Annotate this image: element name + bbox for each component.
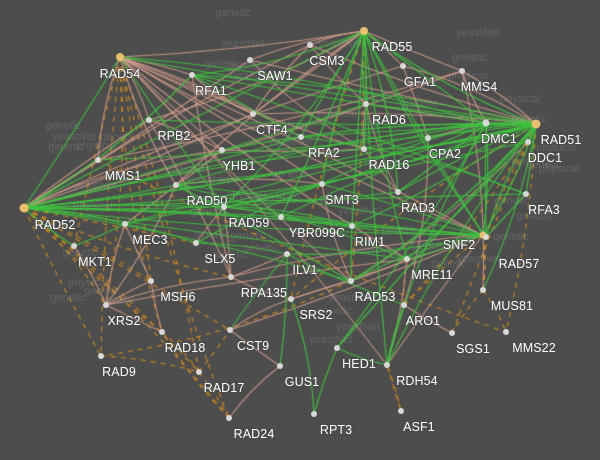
network-node-gus1[interactable] (277, 363, 283, 369)
network-node-rad54[interactable] (116, 53, 124, 61)
network-node-rfa3[interactable] (523, 191, 529, 197)
network-node-saw1[interactable] (247, 57, 253, 63)
network-node-gfa1[interactable] (400, 63, 406, 69)
network-node-rpb2[interactable] (146, 117, 152, 123)
network-node-cst9[interactable] (227, 327, 233, 333)
network-node-mus81[interactable] (480, 287, 486, 293)
network-node-ilv1[interactable] (284, 251, 290, 257)
network-node-rad55[interactable] (360, 27, 368, 35)
network-node-rpt3[interactable] (311, 411, 317, 417)
network-node-ctf4[interactable] (250, 111, 256, 117)
network-node-ddc1[interactable] (525, 139, 531, 145)
network-node-rad50[interactable] (173, 182, 179, 188)
network-node-ybr099c[interactable] (278, 214, 284, 220)
network-node-rad3[interactable] (395, 189, 401, 195)
network-node-rad24[interactable] (226, 415, 232, 421)
network-node-rdh54[interactable] (384, 362, 390, 368)
network-node-rfa2[interactable] (298, 134, 304, 140)
network-node-aro1[interactable] (401, 302, 407, 308)
network-node-mms1[interactable] (95, 157, 101, 163)
network-node-dmc1[interactable] (482, 119, 490, 127)
network-node-rpa135[interactable] (228, 274, 234, 280)
network-node-rim1[interactable] (349, 223, 355, 229)
network-node-srs2[interactable] (288, 296, 294, 302)
network-node-mms22[interactable] (503, 329, 509, 335)
network-node-asf1[interactable] (398, 408, 404, 414)
network-node-xrs2[interactable] (103, 302, 109, 308)
network-node-rad17[interactable] (196, 369, 202, 375)
network-node-msh6[interactable] (148, 278, 154, 284)
network-node-rad51[interactable] (531, 119, 541, 129)
network-node-hed1[interactable] (334, 345, 340, 351)
network-node-slx5[interactable] (193, 240, 199, 246)
network-node-rad52[interactable] (19, 203, 29, 213)
network-node-rad16[interactable] (361, 146, 367, 152)
network-node-smt3[interactable] (319, 181, 325, 187)
network-node-rad9[interactable] (98, 353, 104, 359)
network-node-rfa1[interactable] (189, 72, 195, 78)
network-node-mec3[interactable] (122, 221, 128, 227)
network-node-yhb1[interactable] (219, 147, 225, 153)
network-node-sgs1[interactable] (449, 330, 455, 336)
network-node-rad59[interactable] (221, 204, 227, 210)
network-node-rad53[interactable] (348, 278, 354, 284)
network-node-rad57[interactable] (483, 234, 489, 240)
network-node-rad6[interactable] (363, 101, 369, 107)
network-node-rad18[interactable] (159, 329, 165, 335)
network-node-cpa2[interactable] (425, 135, 431, 141)
network-node-mre11[interactable] (404, 256, 410, 262)
network-node-mkt1[interactable] (71, 243, 77, 249)
network-node-csm3[interactable] (307, 42, 313, 48)
network-node-mms4[interactable] (459, 68, 465, 74)
